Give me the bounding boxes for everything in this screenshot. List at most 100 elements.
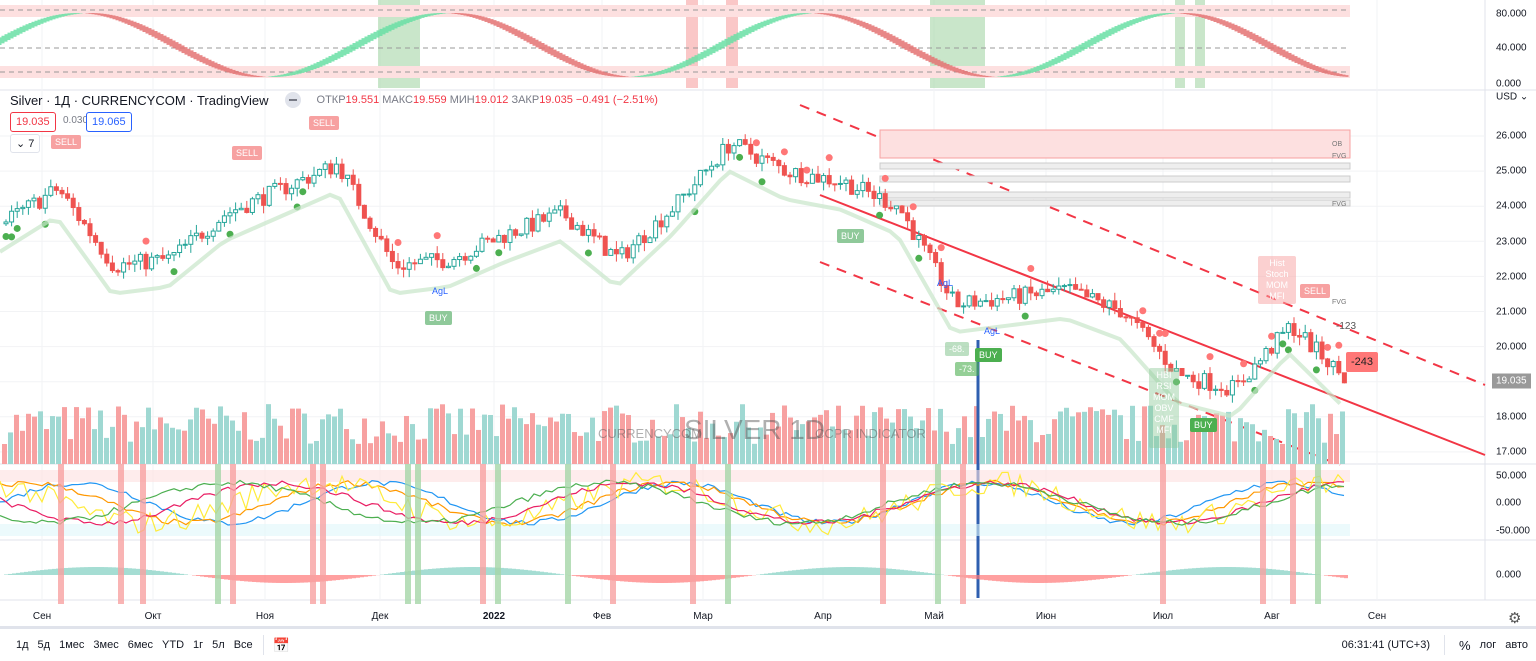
histogram-bar xyxy=(1172,569,1176,575)
histogram-bar xyxy=(364,575,368,577)
histogram-bar xyxy=(592,575,596,579)
candle xyxy=(849,179,855,195)
histogram-bar xyxy=(400,572,404,575)
volume-bar xyxy=(1304,412,1309,464)
candle xyxy=(70,197,76,209)
range-ytd[interactable]: YTD xyxy=(162,639,185,651)
range-5y[interactable]: 5л xyxy=(212,639,225,651)
axis-label: 0.000 xyxy=(1496,78,1522,90)
indicators-toggle[interactable]: ⌄ 7 xyxy=(10,134,41,153)
histogram-bar xyxy=(536,571,540,575)
volume-bar xyxy=(170,427,175,464)
volume-bar xyxy=(902,409,907,464)
candle xyxy=(513,229,519,236)
candle xyxy=(1101,299,1107,308)
histogram-bar xyxy=(388,573,392,575)
range-3m[interactable]: 3мес xyxy=(93,639,119,651)
candle xyxy=(944,285,950,294)
sell-price-button[interactable]: 19.035 xyxy=(10,112,56,132)
candle xyxy=(681,193,687,196)
volume-bar xyxy=(794,430,799,464)
symbol-title[interactable]: Silver · 1Д · CURRENCYCOM · TradingView xyxy=(10,92,269,108)
candle xyxy=(227,212,233,217)
histogram-bar xyxy=(648,575,652,583)
histogram-bar xyxy=(464,567,468,575)
axis-label: 17.000 xyxy=(1496,446,1527,458)
histogram-bar xyxy=(1168,570,1172,575)
volume-bar xyxy=(92,429,97,464)
settings-gear-icon[interactable]: ⚙ xyxy=(1508,610,1522,627)
volume-bar xyxy=(884,418,889,464)
range-5d[interactable]: 5д xyxy=(37,639,51,651)
histogram-bar xyxy=(700,575,704,582)
histogram-bar xyxy=(16,572,20,575)
volume-bar xyxy=(596,440,601,464)
histogram-bar xyxy=(1024,575,1028,583)
volume-bar xyxy=(836,405,841,464)
currency-selector[interactable]: USD ⌄ xyxy=(1496,91,1529,103)
candle xyxy=(115,270,121,273)
log-toggle[interactable]: лог xyxy=(1479,639,1497,651)
candle xyxy=(636,235,642,246)
histogram-bar xyxy=(788,570,792,575)
candle xyxy=(613,249,619,255)
histogram-bar xyxy=(620,575,624,582)
histogram-bar xyxy=(268,575,272,583)
candle xyxy=(401,267,407,270)
volume-bar xyxy=(632,442,637,464)
candle xyxy=(591,229,597,237)
range-1d[interactable]: 1д xyxy=(16,639,29,651)
volume-bar xyxy=(1256,441,1261,464)
candle xyxy=(647,237,653,244)
candle xyxy=(1011,288,1017,299)
goto-date-icon[interactable]: 📅 xyxy=(272,636,291,653)
volume-bar xyxy=(614,405,619,464)
histogram-bar xyxy=(164,571,168,575)
range-1y[interactable]: 1г xyxy=(193,639,204,651)
volume-bar xyxy=(254,440,259,464)
histogram-bar xyxy=(888,568,892,575)
volume-bar xyxy=(356,443,361,464)
histogram-bar xyxy=(716,575,720,580)
axis-label: 22.000 xyxy=(1496,271,1527,283)
watermark-exchange: CURRENCYCOM xyxy=(598,426,702,441)
volume-bar xyxy=(578,435,583,464)
signal-marker xyxy=(118,464,124,604)
volume-bar xyxy=(386,433,391,464)
histogram-bar xyxy=(96,567,100,575)
signal-dot xyxy=(2,233,10,241)
histogram-bar xyxy=(420,569,424,575)
histogram-bar xyxy=(516,569,520,575)
candle xyxy=(893,205,899,210)
range-all[interactable]: Все xyxy=(233,639,253,651)
range-1m[interactable]: 1мес xyxy=(59,639,85,651)
candle xyxy=(300,177,306,181)
axis-label: 18.000 xyxy=(1496,411,1527,423)
hide-legend-icon[interactable] xyxy=(284,92,301,108)
candle xyxy=(529,217,535,232)
buy-label: BUY xyxy=(975,348,1002,362)
range-6m[interactable]: 6мес xyxy=(127,639,154,651)
histogram-bar xyxy=(684,575,688,583)
volume-bar xyxy=(230,420,235,464)
histogram-bar xyxy=(260,575,264,583)
volume-bar xyxy=(926,408,931,464)
candle xyxy=(977,300,983,307)
candle xyxy=(384,238,390,252)
candle xyxy=(1073,284,1079,290)
histogram-bar xyxy=(784,571,788,575)
volume-bar xyxy=(1082,411,1087,464)
auto-toggle[interactable]: авто xyxy=(1505,639,1528,651)
chart-canvas[interactable] xyxy=(0,0,1536,626)
buy-price-button[interactable]: 19.065 xyxy=(86,112,132,132)
candle xyxy=(1056,285,1062,290)
histogram-bar xyxy=(384,574,388,575)
candle xyxy=(479,237,485,252)
percent-toggle[interactable]: % xyxy=(1459,637,1471,653)
histogram-bar xyxy=(172,572,176,575)
candle xyxy=(541,214,547,222)
clock-time[interactable]: 06:31:41 (UTC+3) xyxy=(1341,639,1430,651)
histogram-bar xyxy=(780,571,784,575)
oscillator-line xyxy=(0,479,1345,527)
volume-bar xyxy=(32,416,37,464)
